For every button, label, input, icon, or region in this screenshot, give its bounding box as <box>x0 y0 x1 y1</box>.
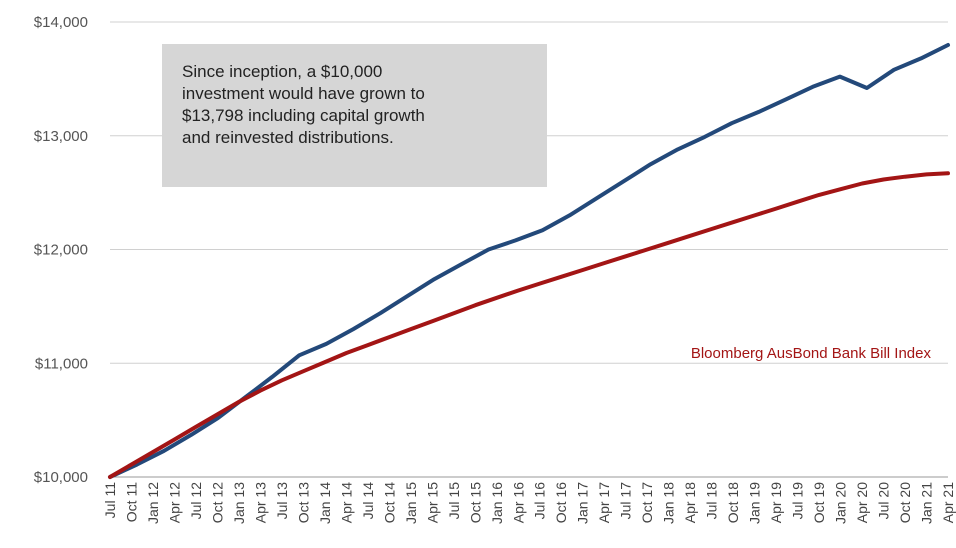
x-tick-label: Apr 19 <box>768 482 784 523</box>
x-tick-label: Jul 12 <box>188 482 204 520</box>
y-tick-label: $13,000 <box>34 128 88 145</box>
x-tick-label: Apr 14 <box>338 482 354 523</box>
x-tick-label: Jul 17 <box>618 482 634 520</box>
x-tick-label: Apr 16 <box>510 482 526 523</box>
x-tick-label: Jan 17 <box>575 482 591 524</box>
x-tick-label: Oct 20 <box>897 482 913 523</box>
x-tick-label: Oct 15 <box>467 482 483 523</box>
x-tick-label: Jan 18 <box>661 482 677 524</box>
x-tick-label: Jul 16 <box>532 482 548 520</box>
y-tick-label: $10,000 <box>34 469 88 486</box>
series-lines <box>108 43 950 479</box>
x-tick-label: Jan 12 <box>145 482 161 524</box>
y-axis-tick-labels: $10,000 $11,000 $12,000 $13,000 $14,000 <box>34 14 88 486</box>
x-tick-label: Jul 13 <box>274 482 290 520</box>
x-tick-label: Oct 14 <box>381 482 397 523</box>
x-tick-label: Jan 13 <box>231 482 247 524</box>
annotation-line: $13,798 including capital growth <box>182 106 425 125</box>
x-tick-label: Jan 21 <box>919 482 935 524</box>
x-tick-label: Apr 18 <box>682 482 698 523</box>
x-tick-label: Apr 15 <box>424 482 440 523</box>
x-tick-label: Apr 13 <box>252 482 268 523</box>
x-tick-label: Oct 17 <box>639 482 655 523</box>
y-tick-label: $11,000 <box>35 355 88 372</box>
y-tick-label: $12,000 <box>34 242 88 259</box>
x-tick-label: Jan 16 <box>489 482 505 524</box>
x-tick-label: Jul 20 <box>876 482 892 520</box>
x-tick-label: Jul 11 <box>102 482 118 519</box>
x-tick-label: Jan 14 <box>317 482 333 524</box>
x-tick-label: Oct 12 <box>209 482 225 523</box>
annotation-line: investment would have grown to <box>182 84 425 103</box>
x-tick-label: Jan 19 <box>747 482 763 524</box>
x-tick-label: Oct 13 <box>295 482 311 523</box>
annotation-line: Since inception, a $10,000 <box>182 62 383 81</box>
x-tick-label: Apr 12 <box>166 482 182 523</box>
x-tick-label: Jul 19 <box>790 482 806 520</box>
x-axis-tick-labels: Jul 11 Oct 11 Jan 12 Apr 12 Jul 12 Oct 12 Jan … <box>102 482 956 524</box>
x-tick-label: Jan 20 <box>833 482 849 524</box>
x-tick-label: Oct 16 <box>553 482 569 523</box>
series-label-index: Bloomberg AusBond Bank Bill Index <box>691 345 932 362</box>
annotation-line: and reinvested distributions. <box>182 128 394 147</box>
x-tick-label: Apr 17 <box>596 482 612 523</box>
x-tick-label: Jul 14 <box>360 482 376 520</box>
annotation-box: Since inception, a $10,000 investment wo… <box>162 44 547 187</box>
x-tick-label: Oct 19 <box>811 482 827 523</box>
x-tick-label: Jul 18 <box>704 482 720 520</box>
y-tick-label: $14,000 <box>34 14 88 31</box>
series-line-index <box>108 171 950 479</box>
x-tick-label: Jul 15 <box>446 482 462 520</box>
x-tick-label: Oct 11 <box>123 482 139 522</box>
x-tick-label: Jan 15 <box>403 482 419 524</box>
x-tick-label: Apr 21 <box>940 482 956 523</box>
x-tick-label: Oct 18 <box>725 482 741 523</box>
x-tick-label: Apr 20 <box>854 482 870 523</box>
